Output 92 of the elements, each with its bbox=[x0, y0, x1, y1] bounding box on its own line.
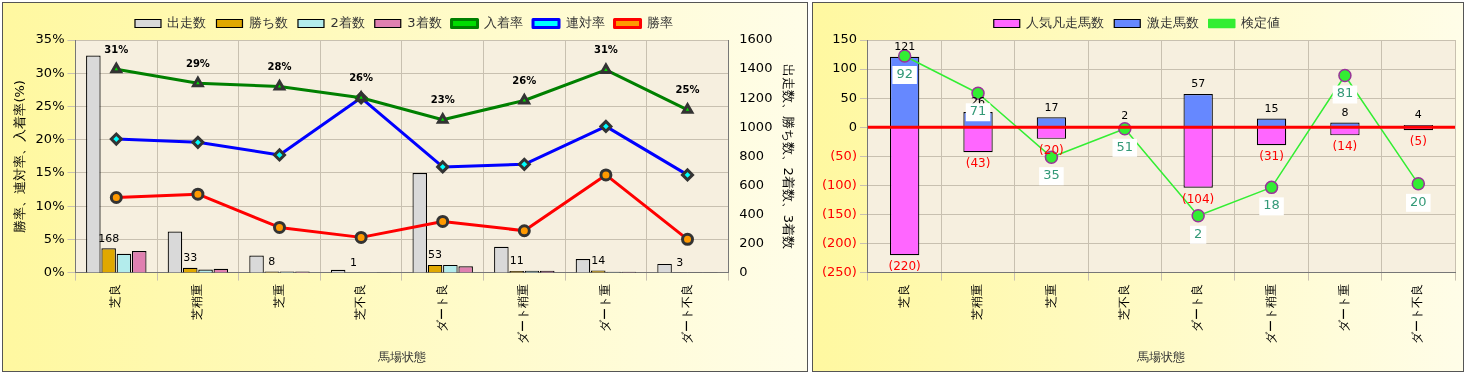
data-label: 92 bbox=[896, 65, 913, 81]
data-label: (220) bbox=[888, 259, 921, 274]
data-label: 20 bbox=[1410, 193, 1427, 209]
x-tick-label: 芝重 bbox=[271, 283, 286, 308]
data-label: 26% bbox=[349, 72, 374, 84]
x-tick-label: ダート良 bbox=[1190, 283, 1205, 332]
data-label: 121 bbox=[894, 40, 916, 54]
y-tick-label: 100 bbox=[832, 60, 857, 76]
data-label: 168 bbox=[98, 231, 120, 245]
y-tick-label: (250) bbox=[821, 263, 857, 279]
y-tick-label: 30% bbox=[35, 64, 65, 80]
y2-tick-label: 600 bbox=[739, 176, 765, 192]
y2-tick-label: 200 bbox=[739, 234, 765, 250]
x-tick-label: 芝不良 bbox=[353, 283, 368, 320]
x-tick-label: ダート不良 bbox=[1410, 283, 1425, 344]
legend-label: 人気凡走馬数 bbox=[1026, 14, 1105, 30]
data-label: 2 bbox=[1121, 109, 1129, 123]
y-tick-label: (100) bbox=[821, 176, 857, 192]
y-tick-label: 20% bbox=[35, 131, 65, 147]
data-label: 29% bbox=[185, 57, 210, 69]
data-label: 4 bbox=[1414, 108, 1422, 122]
data-label: (43) bbox=[965, 156, 991, 171]
y2-tick-label: 1200 bbox=[739, 89, 773, 105]
data-label: 8 bbox=[268, 254, 276, 268]
data-label: 35 bbox=[1043, 167, 1060, 183]
y2-tick-label: 1000 bbox=[739, 118, 773, 134]
y-tick-label: 0% bbox=[43, 263, 65, 279]
x-tick-label: ダート重 bbox=[598, 283, 613, 332]
data-label: (5) bbox=[1409, 134, 1427, 149]
data-label: 28% bbox=[267, 61, 292, 73]
legend-label: 検定値 bbox=[1241, 14, 1281, 30]
y-axis-title: 勝率、連対率、入着率(%) bbox=[12, 80, 28, 233]
y-tick-label: (50) bbox=[830, 147, 857, 163]
legend-label: 2着数 bbox=[330, 14, 365, 30]
data-label: 14 bbox=[591, 253, 606, 267]
y-tick-label: 50 bbox=[840, 89, 857, 105]
y-tick-label: 5% bbox=[43, 230, 65, 246]
y-tick-label: 15% bbox=[35, 164, 65, 180]
y2-tick-label: 400 bbox=[739, 205, 765, 221]
x-tick-label: ダート稍重 bbox=[1263, 283, 1278, 344]
data-label: (104) bbox=[1182, 191, 1215, 206]
x-axis-title: 馬場状態 bbox=[376, 349, 426, 364]
y2-axis-title: 出走数、勝ち数、2着数、3着数 bbox=[780, 63, 796, 250]
x-tick-label: 芝不良 bbox=[1116, 283, 1131, 320]
x-tick-label: 芝稍重 bbox=[970, 283, 985, 320]
data-label: 11 bbox=[509, 254, 524, 268]
x-tick-label: ダート不良 bbox=[679, 283, 694, 344]
x-tick-label: ダート良 bbox=[434, 283, 449, 332]
y2-tick-label: 1400 bbox=[739, 60, 773, 76]
data-label: 31% bbox=[593, 44, 618, 56]
data-label: 31% bbox=[104, 43, 129, 55]
data-label: 17 bbox=[1044, 100, 1059, 114]
y-tick-label: 0 bbox=[848, 118, 857, 134]
x-tick-label: ダート稍重 bbox=[516, 283, 531, 344]
legend-label: 3着数 bbox=[407, 14, 442, 30]
data-label: 3 bbox=[676, 255, 684, 269]
data-label: 15 bbox=[1264, 101, 1279, 115]
x-tick-label: 芝稍重 bbox=[190, 283, 205, 320]
data-label: 18 bbox=[1263, 197, 1280, 213]
y2-tick-label: 800 bbox=[739, 147, 765, 163]
legend-label: 勝ち数 bbox=[248, 14, 288, 30]
data-label: 33 bbox=[183, 251, 198, 265]
data-label: (31) bbox=[1259, 149, 1284, 164]
legend-label: 入着率 bbox=[484, 14, 524, 30]
legend-label: 激走馬数 bbox=[1146, 14, 1199, 30]
data-label: 51 bbox=[1116, 138, 1134, 154]
data-label: 23% bbox=[430, 94, 455, 106]
data-label: 1 bbox=[349, 255, 357, 269]
y2-tick-label: 1600 bbox=[739, 31, 773, 47]
data-label: 25% bbox=[675, 84, 700, 96]
y-tick-label: 25% bbox=[35, 97, 65, 113]
data-label: 81 bbox=[1336, 85, 1354, 101]
x-tick-label: 芝良 bbox=[108, 283, 123, 308]
y-tick-label: (200) bbox=[821, 234, 857, 250]
y-tick-label: 150 bbox=[832, 31, 857, 47]
legend-label: 連対率 bbox=[565, 14, 605, 30]
y2-tick-label: 0 bbox=[739, 263, 748, 279]
data-label: 8 bbox=[1341, 105, 1349, 119]
legend-label: 勝率 bbox=[647, 14, 674, 30]
x-axis-title: 馬場状態 bbox=[1136, 349, 1186, 364]
data-label: 26% bbox=[512, 75, 537, 87]
data-label: 57 bbox=[1191, 77, 1206, 91]
legend-label: 出走数 bbox=[167, 14, 207, 30]
y-tick-label: (150) bbox=[821, 205, 857, 221]
data-label: 53 bbox=[428, 248, 443, 262]
x-tick-label: 芝良 bbox=[896, 283, 911, 308]
x-tick-label: 芝重 bbox=[1043, 283, 1058, 308]
data-label: (14) bbox=[1332, 139, 1358, 154]
x-tick-label: ダート重 bbox=[1337, 283, 1352, 332]
y-tick-label: 10% bbox=[35, 197, 65, 213]
data-label: 2 bbox=[1194, 225, 1203, 241]
y-tick-label: 35% bbox=[35, 31, 65, 47]
